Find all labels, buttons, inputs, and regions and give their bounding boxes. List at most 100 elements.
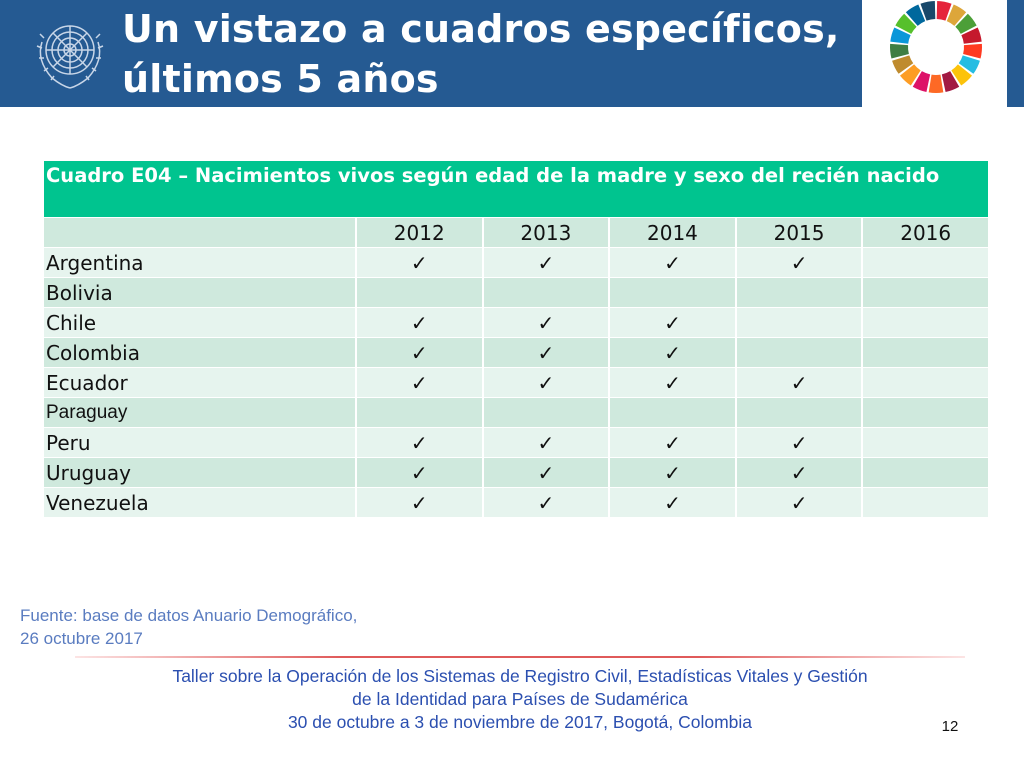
- sdg-wheel-segment: [941, 71, 960, 92]
- check-cell: [863, 368, 988, 397]
- country-cell: Paraguay: [44, 398, 355, 427]
- table-header-row: 2012 2013 2014 2015 2016: [44, 218, 988, 247]
- year-header: 2016: [863, 218, 988, 247]
- check-cell: [736, 398, 862, 427]
- sdg-wheel-segment: [963, 43, 983, 59]
- check-cell: [863, 248, 988, 277]
- sdg-wheel-segment: [920, 1, 936, 21]
- check-cell: [863, 338, 988, 367]
- slide-header: Un vistazo a cuadros específicos, último…: [0, 0, 1024, 107]
- check-cell: [356, 398, 482, 427]
- year-header: 2015: [736, 218, 862, 247]
- check-cell: [736, 278, 862, 307]
- table-header-corner: [44, 218, 355, 247]
- check-cell: ✓: [610, 248, 735, 277]
- check-cell: ✓: [736, 248, 862, 277]
- sdg-wheel-segment: [961, 27, 982, 44]
- check-cell: [863, 398, 988, 427]
- table-row: Uruguay ✓ ✓ ✓ ✓: [44, 458, 988, 487]
- sdg-logo-box: [862, 0, 1007, 107]
- footer-text: Taller sobre la Operación de los Sistema…: [100, 665, 940, 734]
- births-table: Cuadro E04 – Nacimientos vivos según eda…: [42, 160, 990, 518]
- sdg-wheel-segment: [951, 64, 972, 86]
- table-row: Bolivia: [44, 278, 988, 307]
- year-header: 2014: [610, 218, 735, 247]
- sdg-wheel-icon: [889, 1, 983, 93]
- check-cell: ✓: [610, 488, 735, 517]
- check-cell: ✓: [356, 488, 482, 517]
- table-row: Paraguay: [44, 398, 988, 427]
- check-cell: ✓: [610, 368, 735, 397]
- un-emblem-icon: [36, 25, 104, 89]
- sdg-wheel-segment: [912, 71, 931, 92]
- sdg-wheel-segment: [895, 13, 917, 34]
- sdg-wheel-segment: [905, 4, 926, 26]
- sdg-wheel-segment: [892, 55, 914, 74]
- check-cell: ✓: [483, 338, 609, 367]
- check-cell: [356, 278, 482, 307]
- check-cell: ✓: [356, 308, 482, 337]
- country-cell: Bolivia: [44, 278, 355, 307]
- year-header: 2013: [483, 218, 609, 247]
- check-cell: [736, 308, 862, 337]
- sdg-wheel-segment: [955, 13, 977, 34]
- country-cell: Venezuela: [44, 488, 355, 517]
- check-cell: [863, 488, 988, 517]
- footer-line3: 30 de octubre a 3 de noviembre de 2017, …: [287, 712, 753, 732]
- check-cell: ✓: [736, 458, 862, 487]
- sdg-wheel-segment: [928, 74, 944, 93]
- year-header: 2012: [356, 218, 482, 247]
- country-cell: Chile: [44, 308, 355, 337]
- check-cell: [863, 428, 988, 457]
- sdg-wheel-segment: [946, 4, 967, 26]
- check-cell: ✓: [483, 428, 609, 457]
- check-cell: ✓: [483, 248, 609, 277]
- footer-divider: [75, 656, 965, 658]
- check-cell: ✓: [483, 368, 609, 397]
- check-cell: ✓: [736, 488, 862, 517]
- check-cell: ✓: [736, 428, 862, 457]
- slide-title-line1: Un vistazo a cuadros específicos,: [122, 7, 840, 51]
- source-line1: Fuente: base de datos Anuario Demográfic…: [20, 606, 358, 625]
- source-note: Fuente: base de datos Anuario Demográfic…: [20, 604, 440, 650]
- table-row: Venezuela ✓ ✓ ✓ ✓: [44, 488, 988, 517]
- sdg-wheel-segment: [900, 64, 921, 86]
- check-cell: ✓: [356, 428, 482, 457]
- country-cell: Uruguay: [44, 458, 355, 487]
- check-cell: ✓: [610, 458, 735, 487]
- source-line2: 26 octubre 2017: [20, 629, 143, 648]
- check-cell: [736, 338, 862, 367]
- check-cell: [863, 458, 988, 487]
- header-right-stripe: [1007, 0, 1024, 107]
- table-row: Peru ✓ ✓ ✓ ✓: [44, 428, 988, 457]
- check-cell: [863, 308, 988, 337]
- check-cell: ✓: [356, 338, 482, 367]
- country-cell: Colombia: [44, 338, 355, 367]
- sdg-wheel-segment: [936, 1, 952, 21]
- check-cell: ✓: [610, 308, 735, 337]
- check-cell: [610, 398, 735, 427]
- check-cell: [483, 278, 609, 307]
- sdg-wheel-segment: [890, 27, 911, 44]
- slide-title-line2: últimos 5 años: [122, 57, 439, 101]
- sdg-wheel-segment: [889, 43, 909, 59]
- footer-line1: Taller sobre la Operación de los Sistema…: [172, 666, 868, 686]
- check-cell: ✓: [483, 458, 609, 487]
- table-row: Ecuador ✓ ✓ ✓ ✓: [44, 368, 988, 397]
- footer-line2: de la Identidad para Países de Sudaméric…: [352, 689, 688, 709]
- check-cell: ✓: [356, 248, 482, 277]
- country-cell: Ecuador: [44, 368, 355, 397]
- check-cell: ✓: [610, 428, 735, 457]
- country-cell: Argentina: [44, 248, 355, 277]
- table-row: Chile ✓ ✓ ✓: [44, 308, 988, 337]
- country-cell: Peru: [44, 428, 355, 457]
- sdg-wheel-segment: [958, 55, 980, 74]
- table-row: Colombia ✓ ✓ ✓: [44, 338, 988, 367]
- check-cell: ✓: [610, 338, 735, 367]
- check-cell: ✓: [356, 368, 482, 397]
- check-cell: ✓: [483, 308, 609, 337]
- check-cell: ✓: [736, 368, 862, 397]
- check-cell: [610, 278, 735, 307]
- table-row: Argentina ✓ ✓ ✓ ✓: [44, 248, 988, 277]
- slide-title: Un vistazo a cuadros específicos, último…: [122, 4, 862, 104]
